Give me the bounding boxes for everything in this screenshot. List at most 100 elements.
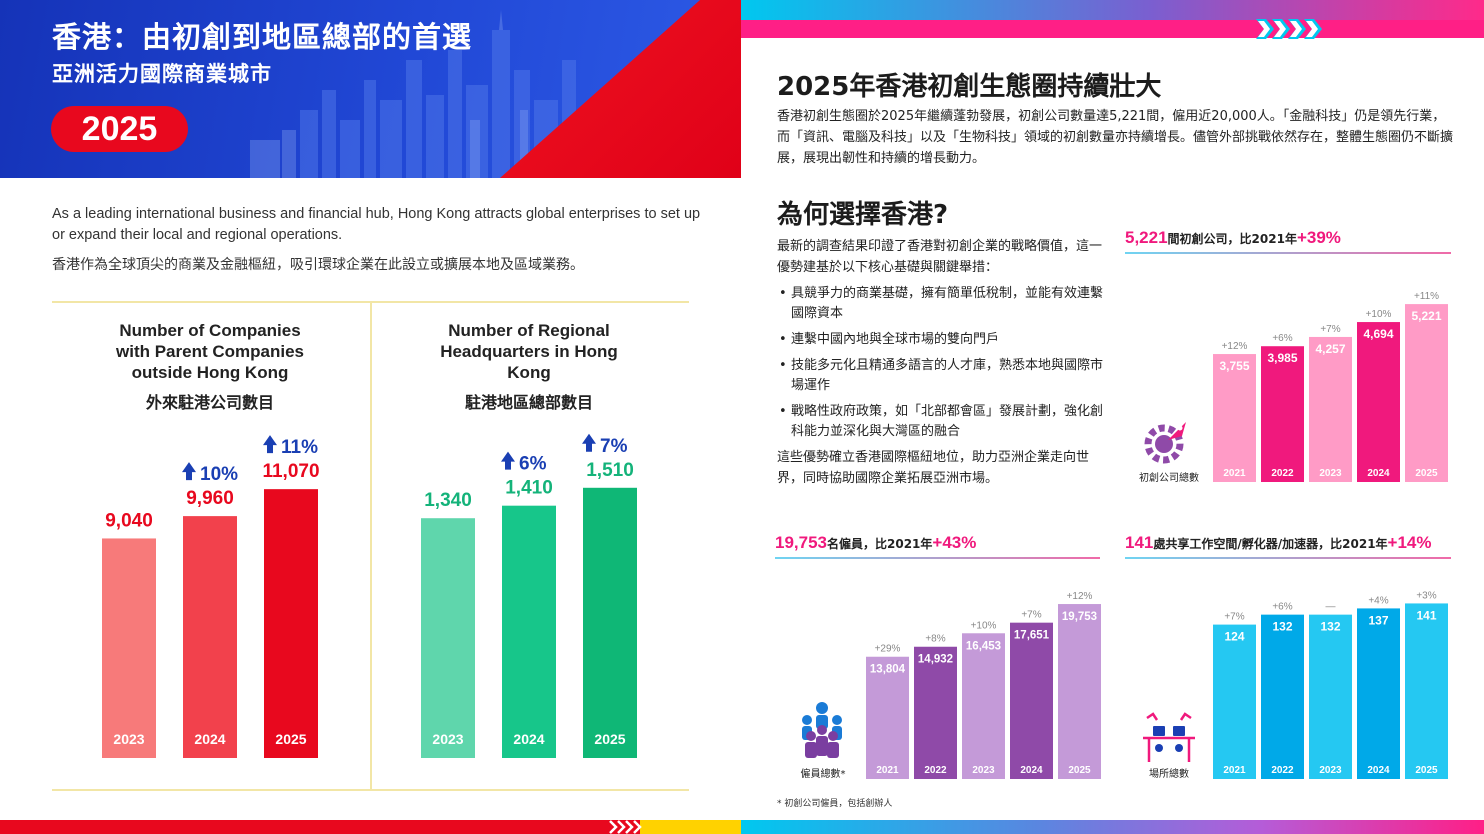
bullet-item: 技能多元化且精通多語言的人才庫，熟悉本地與國際市場運作 xyxy=(777,356,1107,396)
footer-chevrons-icon xyxy=(609,820,642,834)
data-label: 17,651 xyxy=(1014,630,1050,642)
x-tick-label: 2022 xyxy=(1271,468,1294,479)
bar xyxy=(962,633,1005,779)
data-label: 16,453 xyxy=(966,640,1001,652)
workspace-stat-underline xyxy=(1125,557,1451,559)
bar xyxy=(1213,354,1256,482)
year-badge: 2025 xyxy=(51,106,188,152)
startups-stat-change: +39% xyxy=(1296,228,1341,247)
left-footer-yellow xyxy=(640,820,741,834)
people-icon xyxy=(802,702,842,758)
growth-label: +6% xyxy=(1272,602,1292,613)
data-label: 132 xyxy=(1320,620,1340,634)
bullet-item: 具競爭力的商業基礎，擁有簡單低稅制，並能有效連繫國際資本 xyxy=(777,284,1107,324)
data-label: 13,804 xyxy=(870,664,906,676)
x-tick-label: 2024 xyxy=(513,731,544,747)
x-tick-label: 2021 xyxy=(876,765,899,776)
employees-bar-chart: 2021 13,804 +29% 2022 14,932 +8% 2023 16,453 +10… xyxy=(801,591,1101,780)
bar xyxy=(1058,604,1101,779)
bar xyxy=(583,487,637,758)
growth-label: +29% xyxy=(875,644,901,655)
data-label: 9,040 xyxy=(105,510,153,531)
data-label: 1,510 xyxy=(586,460,634,481)
x-tick-label: 2025 xyxy=(594,731,625,747)
data-label: 4,257 xyxy=(1315,342,1345,356)
x-tick-label: 2021 xyxy=(1223,468,1246,479)
growth-label: +11% xyxy=(1414,291,1439,302)
workspace-stat-value: 141 xyxy=(1125,533,1154,552)
growth-label: 6% xyxy=(519,454,547,475)
bar xyxy=(421,518,475,758)
startups-stat-underline xyxy=(1125,252,1451,254)
x-tick-label: 2024 xyxy=(1020,765,1043,776)
data-label: 141 xyxy=(1416,608,1436,622)
growth-label: +7% xyxy=(1320,324,1340,335)
x-tick-label: 2023 xyxy=(972,765,995,776)
growth-label: +8% xyxy=(925,634,945,645)
growth-label: 10% xyxy=(200,464,238,485)
rocket-gear-icon xyxy=(1144,422,1186,464)
x-tick-label: 2024 xyxy=(1367,765,1390,776)
intro-chinese: 香港作為全球頂尖的商業及金融樞紐，吸引環球企業在此設立或擴展本地及區域業務。 xyxy=(52,257,584,273)
chart-2-title-zh: 駐港地區總部數目 xyxy=(464,393,593,412)
up-arrow-icon xyxy=(501,451,515,470)
growth-label: +4% xyxy=(1368,595,1388,606)
growth-label: +10% xyxy=(971,620,997,631)
x-tick-label: 2023 xyxy=(113,731,144,747)
growth-label: +7% xyxy=(1224,612,1244,623)
bar xyxy=(1261,614,1304,779)
bar xyxy=(1357,608,1400,779)
chart-divider xyxy=(370,301,372,791)
bar xyxy=(183,516,237,758)
left-footer-bar xyxy=(0,820,741,834)
data-label: 4,694 xyxy=(1363,327,1393,341)
why-heading: 為何選擇香港? xyxy=(777,200,949,230)
page-subtitle: 亞洲活力國際商業城市 xyxy=(52,62,272,86)
data-label: 9,960 xyxy=(186,488,234,509)
header-banner: 香港：由初創到地區總部的首選 亞洲活力國際商業城市 2025 xyxy=(0,0,741,178)
startups-stat: 5,221間初創公司，比2021年+39% xyxy=(1125,228,1341,248)
bullet-item: 戰略性政府政策，如「北部都會區」發展計劃，強化創科能力並深化與大灣區的融合 xyxy=(777,402,1107,442)
employees-stat: 19,753名僱員，比2021年+43% xyxy=(775,533,976,553)
chart-1-title-zh: 外來駐港公司數目 xyxy=(145,393,274,412)
x-tick-label: 2023 xyxy=(1319,765,1342,776)
x-tick-label: 2022 xyxy=(924,765,947,776)
why-bullet-list: 具競爭力的商業基礎，擁有簡單低稅制，並能有效連繫國際資本 連繫中國內地與全球市場… xyxy=(777,284,1107,448)
data-label: 5,221 xyxy=(1411,309,1441,323)
up-arrow-icon xyxy=(582,433,596,452)
x-tick-label: 2025 xyxy=(275,731,306,747)
axis-label: 場所總數 xyxy=(1149,767,1189,780)
x-tick-label: 2024 xyxy=(1367,468,1390,479)
workspace-icon xyxy=(1143,712,1195,762)
data-label: 14,932 xyxy=(918,654,953,666)
top-gradient-bar xyxy=(741,0,1484,20)
employees-stat-text: 名僱員，比2021年 xyxy=(827,537,933,551)
x-tick-label: 2025 xyxy=(1415,765,1438,776)
footnote: * 初創公司僱員，包括創辦人 xyxy=(777,799,893,809)
x-tick-label: 2025 xyxy=(1415,468,1438,479)
companies-bar-chart: 2023 9,040 2024 9,960 10% 2025 11,070 11% xyxy=(102,435,320,758)
data-label: 11,070 xyxy=(262,461,319,482)
x-tick-label: 2025 xyxy=(1068,765,1091,776)
data-label: 132 xyxy=(1272,620,1292,634)
bar xyxy=(1010,622,1053,779)
startups-stat-text: 間初創公司，比2021年 xyxy=(1167,232,1297,246)
workspace-stat: 141處共享工作空間/孵化器/加速器，比2021年+14% xyxy=(1125,533,1432,553)
bar xyxy=(866,656,909,779)
workspace-stat-change: +14% xyxy=(1387,533,1432,552)
ecosystem-heading: 2025年香港初創生態圈持續壯大 xyxy=(777,72,1162,102)
bar xyxy=(914,646,957,779)
bottom-gradient-bar xyxy=(741,820,1484,834)
employees-stat-change: +43% xyxy=(932,533,977,552)
x-tick-label: 2022 xyxy=(1271,765,1294,776)
bar xyxy=(1213,624,1256,779)
bar xyxy=(1405,603,1448,779)
data-label: 1,410 xyxy=(505,478,553,499)
axis-label: 僱員總數* xyxy=(801,767,846,780)
bar xyxy=(1309,336,1352,482)
page-title: 香港：由初創到地區總部的首選 xyxy=(52,20,473,54)
bullet-item: 連繫中國內地與全球市場的雙向門戶 xyxy=(777,330,1107,350)
growth-label: +12% xyxy=(1222,341,1248,352)
bar xyxy=(1261,346,1304,482)
chevrons-icon xyxy=(1256,19,1322,39)
